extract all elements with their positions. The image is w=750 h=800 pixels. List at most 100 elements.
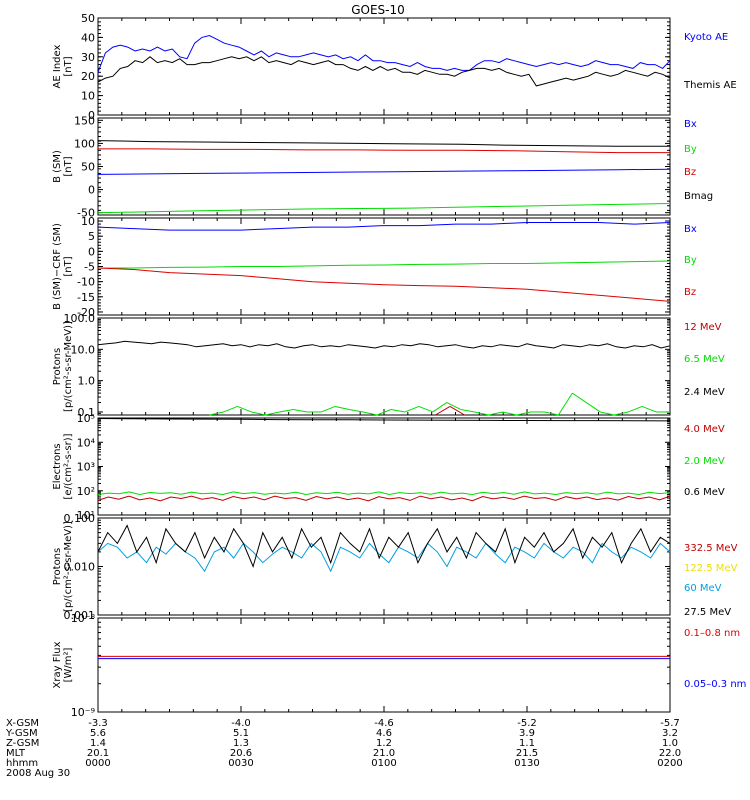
ephemeris-value: 5.1	[233, 728, 249, 739]
panel-xray: 10⁻⁹ 10⁻⁸ Xray Flux [W/m²] 0.1–0.8 nm 0.05–0.…	[52, 612, 746, 719]
series-segment	[449, 406, 465, 416]
legend-label: 2.4 MeV	[684, 387, 725, 398]
series-line	[97, 56, 671, 87]
y-tick-label: -50	[77, 207, 95, 220]
y-tick-label: -20	[77, 306, 95, 319]
series-segment	[572, 392, 587, 403]
legend-label: 60 MeV	[684, 583, 722, 594]
series-segment	[488, 411, 503, 416]
y-tick-label: 20	[81, 70, 95, 83]
ephemeris-value: 0030	[228, 758, 253, 769]
series-segment	[516, 411, 531, 416]
series-segment	[321, 405, 336, 413]
legend-label: 122.5 MeV	[684, 563, 738, 574]
series-segment	[435, 406, 451, 416]
y-axis-label: [p/(cm²-s-sr-MeV)]	[63, 321, 74, 412]
series-line	[97, 140, 670, 147]
series-segment	[557, 392, 573, 416]
series-line	[98, 148, 670, 154]
y-axis-label: Protons	[52, 348, 63, 385]
legend-label: 332.5 MeV	[684, 543, 738, 554]
ephemeris-row-label: hhmm	[6, 758, 38, 769]
legend-label: Themis AE	[683, 80, 737, 91]
ephemeris-value: -3.3	[88, 718, 108, 729]
series-line	[97, 267, 671, 302]
y-tick-label: 0.100	[64, 512, 96, 525]
ephemeris-value: 4.6	[376, 728, 392, 739]
series-segment	[586, 402, 601, 413]
y-tick-label: 10³	[77, 461, 95, 474]
series-line	[97, 542, 671, 573]
legend-label: By	[684, 255, 697, 266]
y-tick-label: 100	[74, 137, 95, 150]
legend-label: Kyoto AE	[684, 32, 728, 43]
ephemeris-value: 1.4	[90, 738, 106, 749]
series-segment	[404, 405, 420, 413]
series-segment	[362, 411, 378, 416]
ephemeris-value: -5.2	[517, 718, 537, 729]
series-segment	[279, 408, 294, 413]
y-axis-label: [e/(cm²-s-sr)]	[63, 433, 74, 499]
series-segment	[544, 411, 559, 416]
panel-frame	[97, 17, 671, 116]
y-tick-label: 50	[81, 161, 95, 174]
series-line	[97, 34, 671, 73]
series-line	[97, 340, 671, 349]
y-axis-label: [p/(cm²-s-sr-MeV)]	[63, 521, 74, 612]
panel-electrons: 10¹ 10² 10³ 10⁴ 10⁵ Electrons [e/(cm²-s-sr)] 4.…	[52, 412, 725, 522]
ephemeris-value: 1.0	[662, 738, 678, 749]
series-line	[97, 495, 671, 502]
y-axis-label: AE Index	[52, 44, 63, 88]
ephemeris-value: 3.2	[662, 728, 678, 739]
series-line	[97, 418, 671, 422]
ephemeris-value: 21.5	[516, 748, 538, 759]
series-line	[97, 203, 671, 214]
ephemeris-row-label: X-GSM	[6, 718, 39, 729]
y-axis-label: Protons	[52, 548, 63, 585]
y-tick-label: -15	[77, 291, 95, 304]
panel-ae: 0 10 20 30 40 50 AE Index [nT] Kyoto AE Themis AE	[52, 12, 737, 122]
y-axis-label: Xray Flux	[52, 641, 63, 688]
ephemeris-value: -4.6	[374, 718, 394, 729]
series-segment	[614, 411, 629, 416]
legend-label: 0.05–0.3 nm	[684, 679, 746, 690]
series-segment	[418, 405, 434, 413]
ephemeris-row-label: Z-GSM	[6, 738, 39, 749]
y-tick-label: 30	[81, 51, 95, 64]
y-tick-label: 10.0	[71, 343, 96, 356]
series-line	[97, 222, 671, 231]
ephemeris-value: 1.3	[233, 738, 249, 749]
y-tick-label: 100.0	[64, 312, 96, 325]
series-segment	[293, 408, 308, 413]
series-segment	[502, 411, 517, 416]
panel-frame	[97, 417, 671, 516]
y-tick-label: 1.0	[78, 375, 96, 388]
series-segment	[209, 411, 224, 416]
series-segment	[237, 405, 252, 413]
series-segment	[627, 405, 643, 413]
series-line	[97, 491, 671, 496]
ephemeris-row-label: Y-GSM	[5, 728, 38, 739]
ephemeris-value: 3.9	[519, 728, 535, 739]
y-axis-label: [nT]	[63, 156, 74, 176]
y-tick-label: 10⁻⁹	[71, 706, 95, 719]
ephemeris-date: 2008 Aug 30	[6, 768, 70, 779]
y-tick-label: 10²	[77, 485, 95, 498]
panel-frame	[97, 317, 671, 416]
legend-label: 0.1–0.8 nm	[684, 628, 740, 639]
series-segment	[265, 411, 280, 416]
panel-protons_lo: 0.001 0.010 0.100 Protons [p/(cm²-s-sr-MeV)]…	[52, 512, 738, 622]
ephemeris-value: -4.0	[231, 718, 251, 729]
y-tick-label: 5	[88, 230, 95, 243]
series-segment	[432, 402, 448, 413]
series-segment	[223, 405, 238, 413]
y-tick-label: -5	[84, 261, 95, 274]
series-segment	[251, 411, 266, 416]
y-tick-label: 0.010	[64, 561, 96, 574]
y-tick-label: 10⁻⁸	[71, 612, 96, 625]
series-segment	[335, 405, 350, 410]
ephemeris-value: 0130	[514, 758, 539, 769]
legend-label: 12 MeV	[684, 322, 722, 333]
y-axis-label: B (SM)−CRF (SM)	[52, 223, 63, 310]
